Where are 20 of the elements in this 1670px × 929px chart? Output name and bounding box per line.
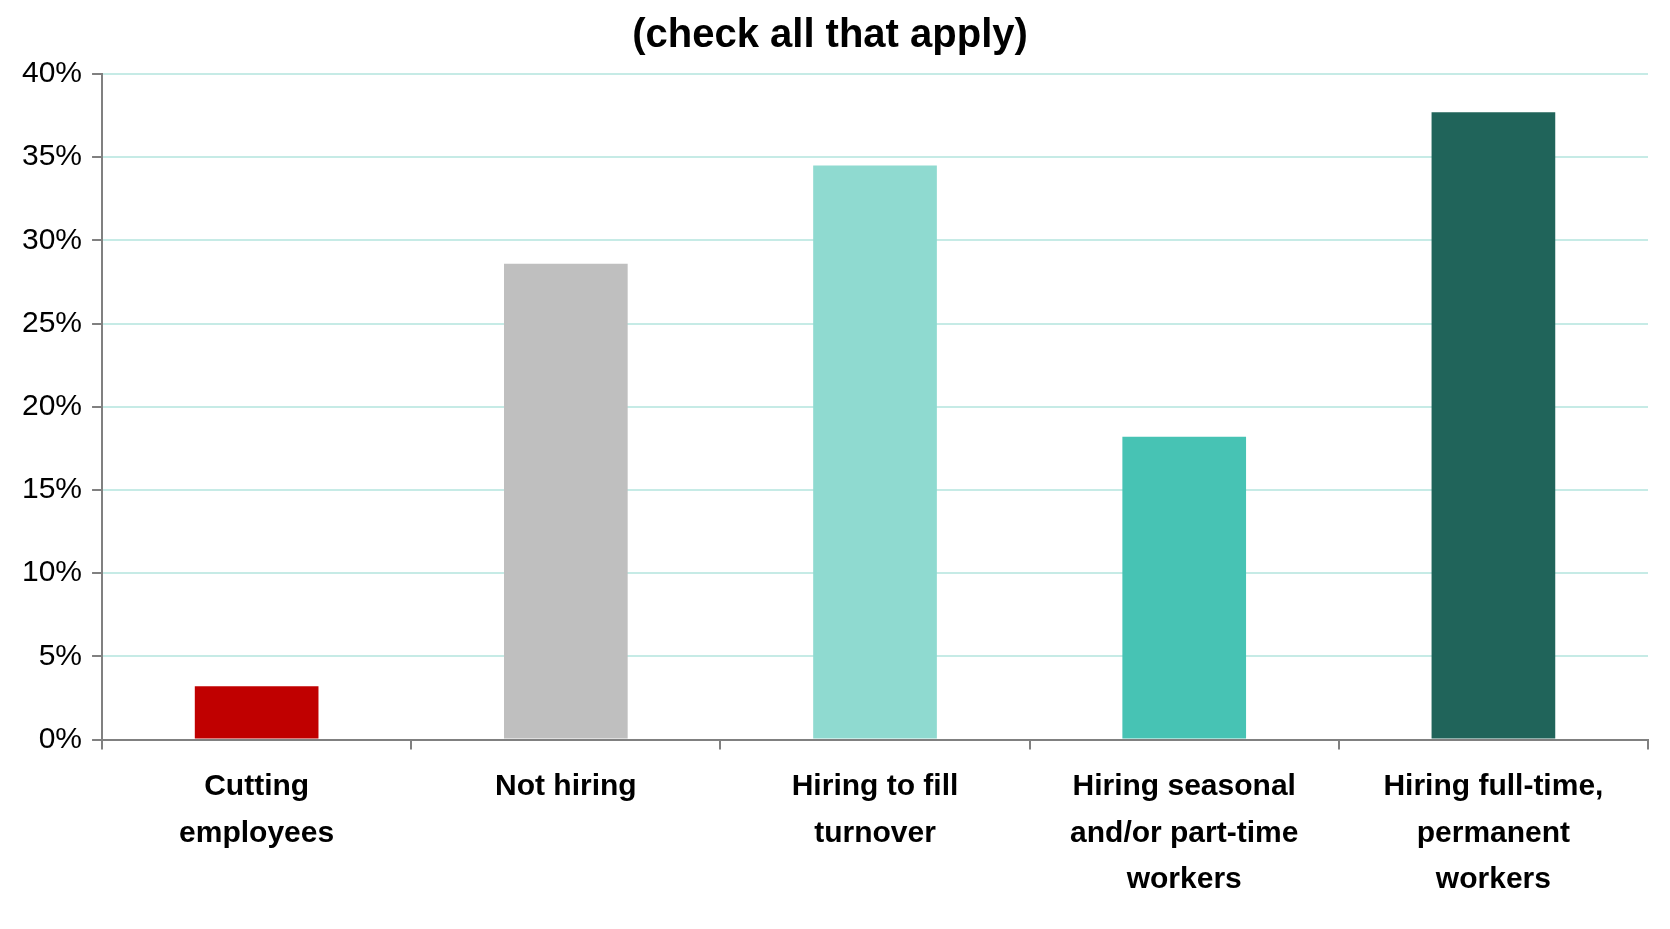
bar — [194, 686, 319, 739]
x-tick-label: Hiring to fill turnover — [791, 768, 959, 848]
x-tick-label: Hiring seasonal and/or part-time workers — [1070, 768, 1299, 895]
bar — [1122, 436, 1247, 739]
bar — [1431, 112, 1556, 739]
y-tick-label: 15% — [22, 471, 83, 505]
y-tick-label: 0% — [38, 720, 83, 754]
y-tick-label: 35% — [22, 138, 83, 172]
y-tick-label: 5% — [38, 637, 83, 671]
chart-title: (check all that apply) — [632, 11, 1028, 56]
y-tick-label: 25% — [22, 304, 83, 338]
x-tick-label: Hiring full-time, permanent workers — [1383, 768, 1604, 895]
y-tick-label: 10% — [22, 554, 83, 588]
y-tick-label: 30% — [22, 221, 83, 255]
y-tick-label: 20% — [22, 388, 83, 422]
bar — [813, 165, 937, 739]
x-tick-label: Not hiring — [495, 768, 637, 802]
x-tick-label: Cutting employees — [179, 768, 335, 848]
y-tick-label: 40% — [22, 55, 83, 89]
bar — [503, 263, 628, 739]
